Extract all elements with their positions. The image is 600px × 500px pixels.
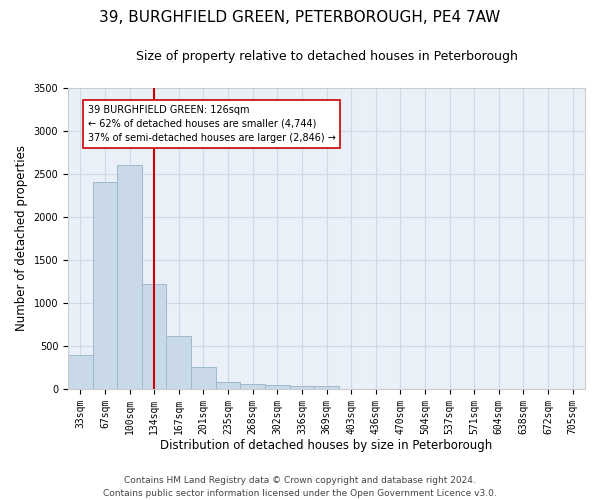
Text: 39, BURGHFIELD GREEN, PETERBOROUGH, PE4 7AW: 39, BURGHFIELD GREEN, PETERBOROUGH, PE4 … (100, 10, 500, 25)
Bar (117, 165, 142, 389)
Text: 39 BURGHFIELD GREEN: 126sqm
← 62% of detached houses are smaller (4,744)
37% of : 39 BURGHFIELD GREEN: 126sqm ← 62% of det… (88, 105, 335, 143)
Bar (265, 385, 290, 389)
Bar (166, 336, 191, 389)
Bar (290, 386, 314, 389)
Bar (142, 284, 166, 389)
X-axis label: Distribution of detached houses by size in Peterborough: Distribution of detached houses by size … (160, 440, 493, 452)
Text: Contains HM Land Registry data © Crown copyright and database right 2024.
Contai: Contains HM Land Registry data © Crown c… (103, 476, 497, 498)
Bar (68, 356, 92, 389)
Y-axis label: Number of detached properties: Number of detached properties (15, 146, 28, 332)
Bar (241, 384, 265, 389)
Bar (92, 182, 117, 389)
Title: Size of property relative to detached houses in Peterborough: Size of property relative to detached ho… (136, 50, 517, 63)
Bar (314, 386, 339, 389)
Bar (216, 382, 241, 389)
Bar (191, 368, 216, 389)
